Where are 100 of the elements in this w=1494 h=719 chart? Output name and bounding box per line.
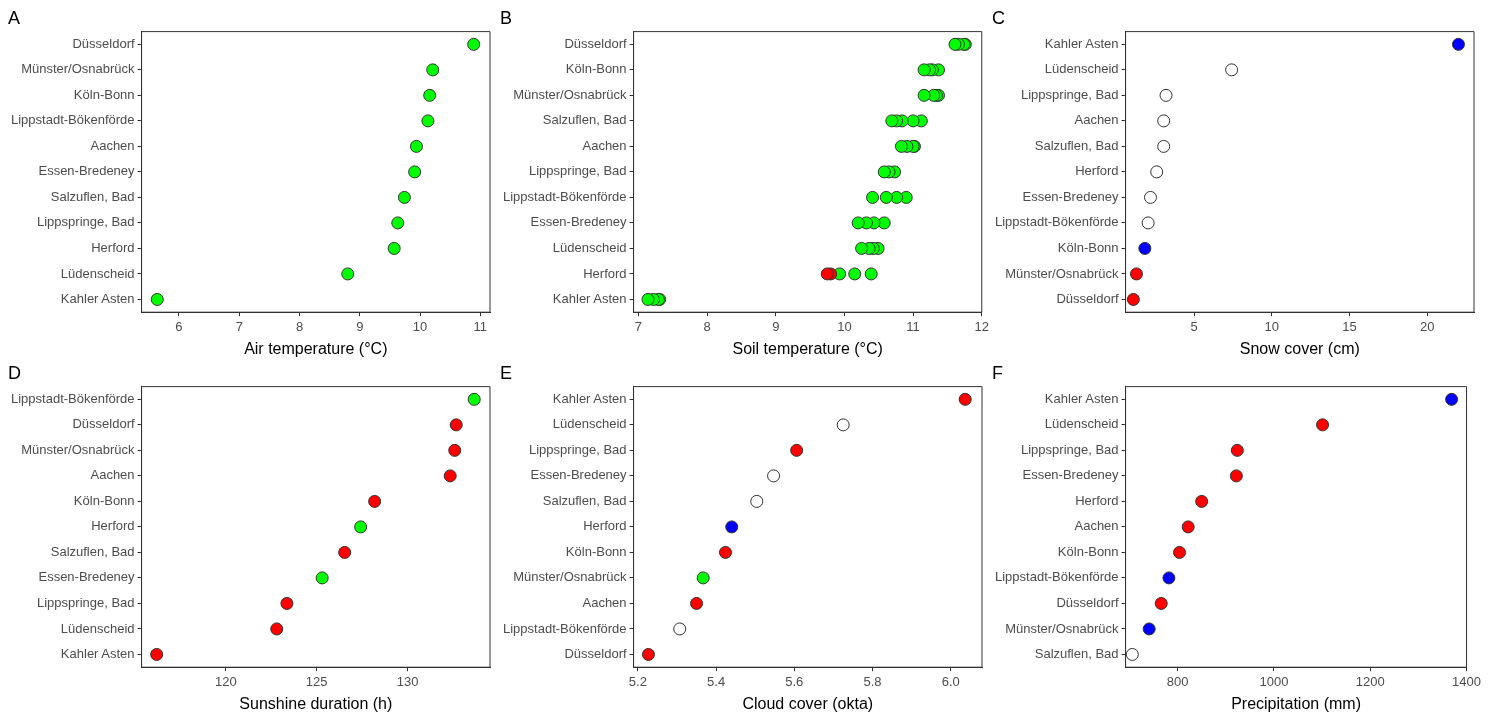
x-tick-label: 5.4 [707, 673, 726, 689]
y-tick-label: Kahler Asten [552, 390, 627, 406]
x-tick-label: 6 [175, 318, 183, 334]
y-tick-label: Salzuflen, Bad [542, 112, 627, 128]
y-tick-label: Lippspringe, Bad [37, 214, 135, 230]
x-tick-label: 7 [235, 318, 243, 334]
y-tick-label: Köln-Bonn [1057, 543, 1119, 559]
y-tick-label: Aachen [1074, 112, 1119, 128]
x-tick-label: 125 [305, 673, 328, 689]
x-tick-label: 1400 [1452, 673, 1481, 689]
x-axis-title: Air temperature (°C) [244, 339, 388, 357]
x-axis-title: Precipitation (mm) [1231, 694, 1361, 712]
x-tick-label: 11 [473, 318, 488, 334]
y-tick-label: Lippstadt-Bökenförde [994, 214, 1119, 230]
y-tick-label: Herford [583, 265, 627, 281]
y-tick-label: Herford [1075, 163, 1119, 179]
x-tick-label: 8 [703, 318, 711, 334]
x-tick-label: 1200 [1355, 673, 1385, 689]
x-tick-label: 1000 [1259, 673, 1289, 689]
y-tick-label: Aachen [582, 595, 627, 611]
y-tick-label: Münster/Osnabrück [513, 569, 628, 585]
y-tick-label: Köln-Bonn [565, 61, 627, 77]
y-tick-label: Münster/Osnabrück [1005, 620, 1120, 636]
y-tick-label: Lippstadt-Bökenförde [994, 569, 1119, 585]
y-tick-label: Salzuflen, Bad [50, 543, 135, 559]
x-tick-label: 10 [1264, 318, 1280, 334]
y-tick-label: Münster/Osnabrück [1005, 265, 1120, 281]
y-tick-label: Lüdenscheid [1044, 61, 1119, 77]
y-tick-label: Lippspringe, Bad [37, 595, 135, 611]
x-tick-label: 15 [1342, 318, 1357, 334]
chart-title: E [500, 362, 513, 383]
x-tick-label: 800 [1166, 673, 1189, 689]
x-tick-label: 20 [1420, 318, 1435, 334]
y-tick-label: Kahler Asten [60, 291, 135, 307]
y-tick-label: Kahler Asten [1044, 35, 1119, 51]
chart-title: D [8, 362, 21, 383]
y-tick-label: Essen-Bredeney [38, 569, 136, 585]
x-tick-label: 120 [215, 673, 237, 689]
y-tick-label: Aachen [90, 467, 135, 483]
y-tick-label: Aachen [90, 137, 135, 153]
y-tick-label: Lüdenscheid [552, 416, 627, 432]
y-tick-label: Düsseldorf [564, 35, 627, 51]
y-tick-label: Münster/Osnabrück [21, 61, 136, 77]
y-tick-label: Lippstadt-Bökenförde [502, 620, 627, 636]
y-tick-label: Münster/Osnabrück [21, 441, 136, 457]
x-tick-label: 10 [837, 318, 852, 334]
y-tick-label: Lüdenscheid [1044, 416, 1119, 432]
y-tick-label: Lippstadt-Bökenförde [502, 188, 627, 204]
x-axis-title: Snow cover (cm) [1239, 339, 1360, 357]
y-tick-label: Lüdenscheid [60, 620, 135, 636]
y-tick-label: Essen-Bredeney [530, 214, 628, 230]
chart-title: B [500, 7, 513, 28]
chart-title: F [992, 362, 1003, 383]
x-tick-label: 6.0 [941, 673, 960, 689]
y-tick-label: Salzuflen, Bad [1034, 137, 1119, 153]
y-tick-label: Herford [91, 240, 135, 256]
y-tick-label: Köln-Bonn [73, 492, 135, 508]
x-tick-label: 8 [295, 318, 304, 334]
chart-title: C [992, 7, 1005, 28]
y-tick-label: Salzuflen, Bad [542, 492, 627, 508]
y-tick-label: Herford [583, 518, 627, 534]
y-tick-label: Köln-Bonn [73, 86, 135, 102]
y-tick-label: Kahler Asten [60, 646, 135, 662]
y-tick-label: Herford [91, 518, 135, 534]
y-tick-label: Kahler Asten [1044, 390, 1119, 406]
y-tick-label: Münster/Osnabrück [513, 86, 628, 102]
x-tick-label: 12 [974, 318, 989, 334]
y-tick-label: Salzuflen, Bad [50, 188, 135, 204]
x-axis-title: Cloud cover (okta) [742, 694, 874, 712]
y-tick-label: Essen-Bredeney [1022, 467, 1120, 483]
y-tick-label: Aachen [1074, 518, 1119, 534]
y-tick-label: Lippspringe, Bad [1021, 86, 1119, 102]
y-tick-label: Kahler Asten [552, 291, 627, 307]
y-tick-label: Salzuflen, Bad [1034, 646, 1119, 662]
x-tick-label: 130 [396, 673, 419, 689]
x-tick-label: 5.2 [628, 673, 647, 689]
y-tick-label: Düsseldorf [1056, 595, 1119, 611]
y-tick-label: Düsseldorf [1056, 291, 1119, 307]
y-tick-label: Lippspringe, Bad [529, 441, 627, 457]
y-tick-label: Herford [1075, 492, 1119, 508]
x-axis-title: Sunshine duration (h) [239, 694, 393, 712]
y-tick-label: Köln-Bonn [1057, 240, 1119, 256]
y-tick-label: Lüdenscheid [552, 240, 627, 256]
chart-title: A [8, 7, 21, 28]
y-tick-label: Essen-Bredeney [38, 163, 136, 179]
y-tick-label: Düsseldorf [72, 416, 135, 432]
y-tick-label: Aachen [582, 137, 627, 153]
y-tick-label: Lüdenscheid [60, 265, 135, 281]
x-tick-label: 10 [412, 318, 428, 334]
y-tick-label: Lippstadt-Bökenförde [10, 390, 135, 406]
x-tick-label: 5 [1190, 318, 1198, 334]
x-tick-label: 5.6 [785, 673, 804, 689]
x-tick-label: 9 [772, 318, 780, 334]
x-tick-label: 7 [634, 318, 643, 334]
y-tick-label: Lippspringe, Bad [529, 163, 627, 179]
x-tick-label: 9 [356, 318, 364, 334]
x-tick-label: 5.8 [863, 673, 882, 689]
y-tick-label: Lippstadt-Bökenförde [10, 112, 135, 128]
y-tick-label: Köln-Bonn [565, 543, 627, 559]
x-axis-title: Soil temperature (°C) [732, 339, 883, 357]
